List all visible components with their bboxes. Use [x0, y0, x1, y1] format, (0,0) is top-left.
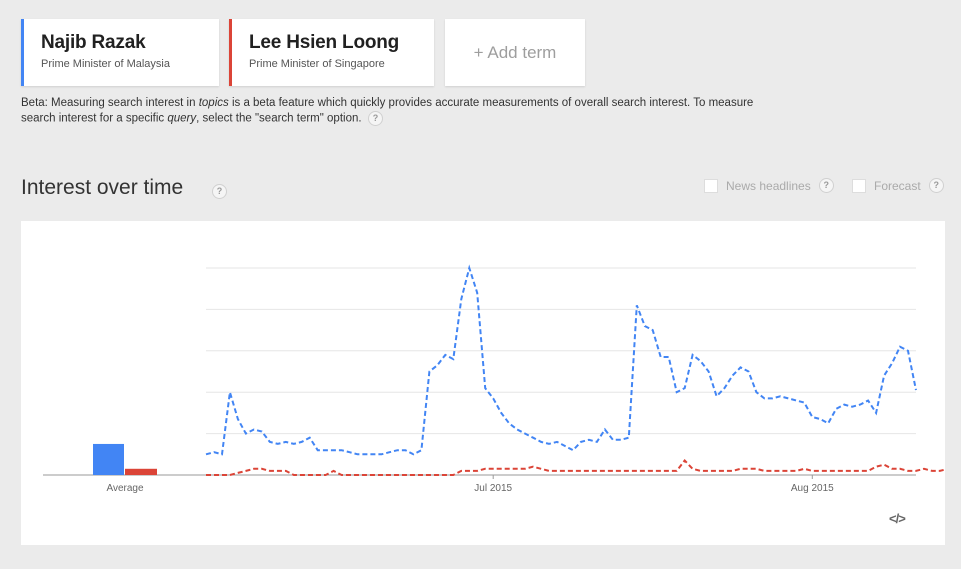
beta-note-text: is a beta feature which quickly provides… — [21, 97, 754, 125]
news-headlines-option[interactable]: News headlines ? — [704, 178, 834, 193]
add-term-button[interactable]: + Add term — [445, 19, 585, 86]
beta-note-emphasis: query — [167, 112, 197, 125]
help-icon[interactable]: ? — [212, 184, 227, 199]
term-card-lee-hsien-loong[interactable]: Lee Hsien Loong Prime Minister of Singap… — [229, 19, 434, 86]
series-line-najib-razak[interactable] — [205, 264, 917, 456]
forecast-option[interactable]: Forecast ? — [852, 178, 944, 193]
beta-note-emphasis: topics — [198, 97, 229, 109]
forecast-checkbox[interactable] — [852, 178, 866, 193]
forecast-label: Forecast — [874, 178, 921, 193]
beta-note-text: Beta: Measuring search interest in — [21, 97, 199, 109]
term-subtitle: Prime Minister of Singapore — [249, 58, 385, 70]
term-color-bar — [229, 19, 232, 86]
news-headlines-label: News headlines — [726, 178, 811, 193]
help-icon[interactable]: ? — [818, 178, 834, 193]
series-line-lee-hsien-loong[interactable] — [206, 458, 945, 476]
section-title: Interest over time — [21, 176, 184, 199]
embed-code-icon[interactable]: </> — [889, 511, 906, 526]
interest-over-time-chart: Average Jul 2015 Aug 2015 — [43, 264, 945, 494]
average-bar-najib-razak[interactable] — [93, 443, 124, 475]
average-bar-lee-hsien-loong[interactable] — [125, 468, 157, 475]
help-icon[interactable]: ? — [367, 111, 383, 126]
help-icon[interactable]: ? — [928, 178, 944, 193]
term-subtitle: Prime Minister of Malaysia — [41, 58, 170, 70]
term-color-bar — [21, 19, 24, 86]
x-tick-label: Aug 2015 — [791, 483, 834, 494]
term-title: Lee Hsien Loong — [249, 32, 400, 53]
term-title: Najib Razak — [41, 32, 146, 53]
beta-note-text: , select the "search term" option. — [196, 112, 362, 125]
chart-panel: Average Jul 2015 Aug 2015 </> — [21, 221, 945, 545]
average-label: Average — [106, 483, 144, 494]
x-tick-label: Jul 2015 — [474, 483, 512, 494]
term-card-najib-razak[interactable]: Najib Razak Prime Minister of Malaysia — [21, 19, 219, 86]
beta-note: Beta: Measuring search interest in topic… — [21, 96, 761, 127]
news-headlines-checkbox[interactable] — [704, 178, 718, 193]
